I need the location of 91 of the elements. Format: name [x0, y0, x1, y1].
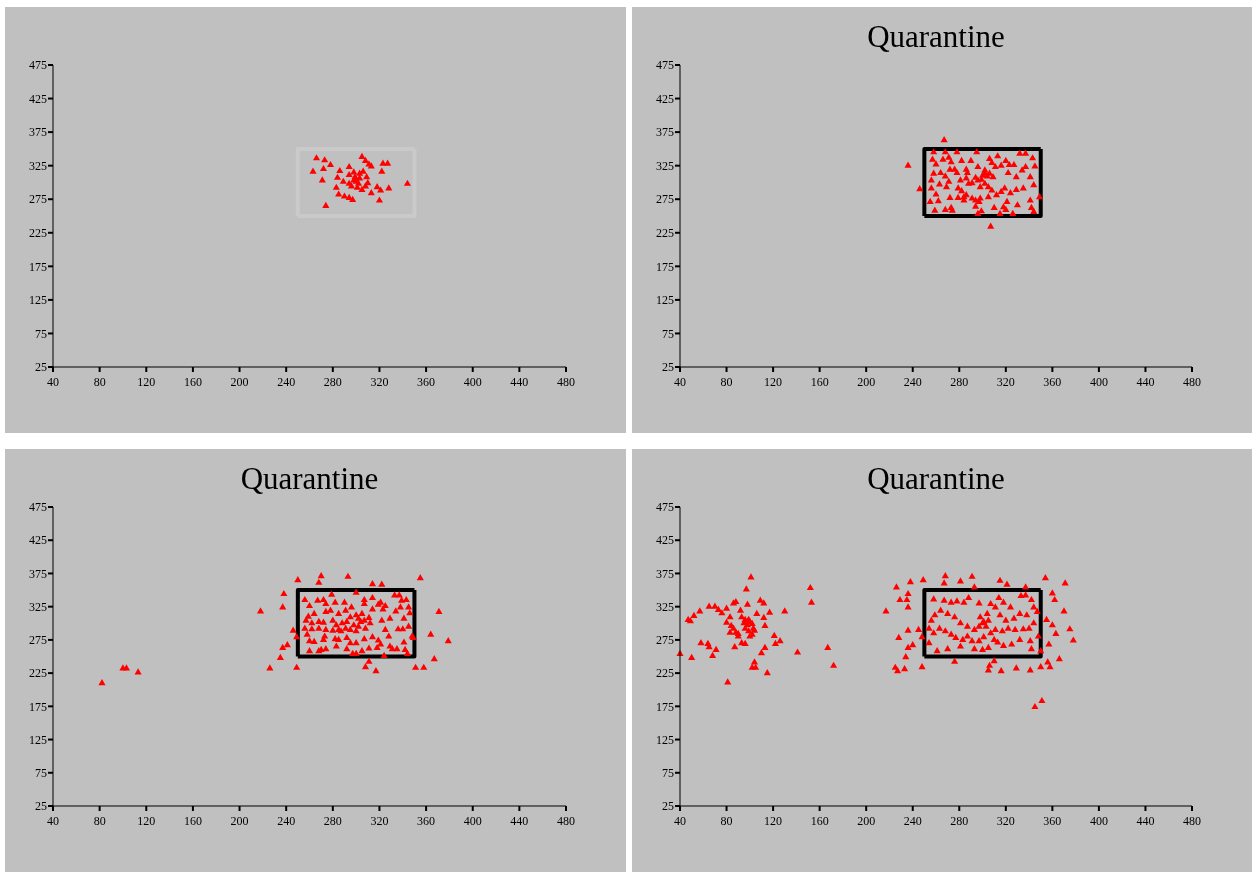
x-tick-label: 480	[1183, 375, 1201, 389]
x-tick-label: 320	[370, 814, 389, 828]
y-tick-label: 225	[29, 666, 47, 681]
y-tick-label: 75	[662, 326, 674, 341]
x-tick-label: 40	[674, 814, 686, 828]
y-tick-label: 25	[662, 360, 674, 375]
y-tick-label: 75	[662, 765, 674, 780]
x-tick-label: 200	[230, 814, 249, 828]
x-tick-label: 200	[857, 375, 876, 389]
y-tick-label: 125	[29, 732, 47, 747]
y-tick-label: 225	[29, 225, 47, 240]
y-tick-label: 425	[29, 91, 47, 106]
x-tick-label: 480	[1183, 814, 1201, 828]
x-tick-label: 80	[93, 814, 106, 828]
x-tick-label: 240	[903, 375, 922, 389]
x-tick-label: 360	[417, 814, 436, 828]
y-tick-label: 325	[656, 599, 674, 614]
x-tick-label: 40	[674, 375, 686, 389]
x-tick-label: 320	[996, 375, 1015, 389]
x-tick-label: 280	[323, 814, 342, 828]
x-tick-label: 80	[93, 375, 106, 389]
y-tick-label: 275	[656, 192, 674, 207]
x-tick-label: 160	[810, 375, 829, 389]
x-tick-label: 240	[277, 814, 296, 828]
y-tick-label: 175	[29, 699, 47, 714]
x-tick-label: 80	[720, 814, 733, 828]
x-tick-label: 480	[557, 375, 575, 389]
x-tick-label: 120	[137, 814, 156, 828]
x-tick-label: 240	[903, 814, 922, 828]
x-tick-label: 400	[463, 814, 482, 828]
x-tick-label: 280	[950, 375, 969, 389]
x-tick-label: 120	[137, 375, 156, 389]
y-tick-label: 175	[656, 699, 674, 714]
y-tick-label: 425	[656, 533, 674, 548]
x-tick-label: 440	[510, 375, 529, 389]
y-tick-label: 75	[35, 765, 47, 780]
x-tick-label: 200	[230, 375, 249, 389]
x-tick-label: 240	[277, 375, 296, 389]
y-tick-label: 375	[29, 125, 47, 140]
chart-title: Quarantine	[240, 461, 379, 496]
y-tick-label: 175	[29, 259, 47, 274]
y-tick-label: 375	[656, 125, 674, 140]
y-tick-label: 125	[29, 293, 47, 308]
y-tick-label: 75	[35, 326, 47, 341]
x-tick-label: 160	[810, 814, 829, 828]
x-tick-label: 120	[764, 375, 783, 389]
y-tick-label: 175	[656, 259, 674, 274]
y-tick-label: 275	[29, 633, 47, 648]
y-tick-label: 275	[29, 192, 47, 207]
x-tick-label: 440	[510, 814, 529, 828]
x-tick-label: 160	[183, 814, 202, 828]
x-tick-label: 400	[1089, 814, 1108, 828]
x-tick-label: 440	[1136, 814, 1155, 828]
x-tick-label: 360	[417, 375, 436, 389]
x-tick-label: 320	[370, 375, 389, 389]
y-tick-label: 25	[35, 360, 47, 375]
y-tick-label: 475	[656, 58, 674, 73]
x-tick-label: 360	[1043, 814, 1062, 828]
y-tick-label: 475	[656, 500, 674, 515]
y-tick-label: 375	[29, 566, 47, 581]
x-tick-label: 400	[463, 375, 482, 389]
y-tick-label: 25	[662, 799, 674, 814]
y-tick-label: 225	[656, 666, 674, 681]
x-tick-label: 320	[996, 814, 1015, 828]
chart-title: Quarantine	[867, 19, 1005, 54]
y-tick-label: 25	[35, 799, 47, 814]
x-tick-label: 160	[183, 375, 202, 389]
y-tick-label: 275	[656, 633, 674, 648]
y-tick-label: 325	[29, 599, 47, 614]
y-tick-label: 125	[656, 732, 674, 747]
y-tick-label: 425	[29, 533, 47, 548]
x-tick-label: 360	[1043, 375, 1062, 389]
y-tick-label: 475	[29, 58, 47, 73]
x-tick-label: 80	[720, 375, 733, 389]
x-tick-label: 440	[1136, 375, 1155, 389]
x-tick-label: 480	[557, 814, 575, 828]
y-tick-label: 225	[656, 225, 674, 240]
x-tick-label: 120	[764, 814, 783, 828]
y-tick-label: 325	[656, 158, 674, 173]
x-tick-label: 200	[857, 814, 876, 828]
chart-title: Quarantine	[867, 461, 1005, 496]
y-tick-label: 475	[29, 500, 47, 515]
x-tick-label: 280	[950, 814, 969, 828]
y-tick-label: 375	[656, 566, 674, 581]
y-tick-label: 125	[656, 293, 674, 308]
y-tick-label: 325	[29, 158, 47, 173]
y-tick-label: 425	[656, 91, 674, 106]
x-tick-label: 40	[47, 814, 59, 828]
x-tick-label: 280	[323, 375, 342, 389]
x-tick-label: 400	[1089, 375, 1108, 389]
x-tick-label: 40	[47, 375, 59, 389]
